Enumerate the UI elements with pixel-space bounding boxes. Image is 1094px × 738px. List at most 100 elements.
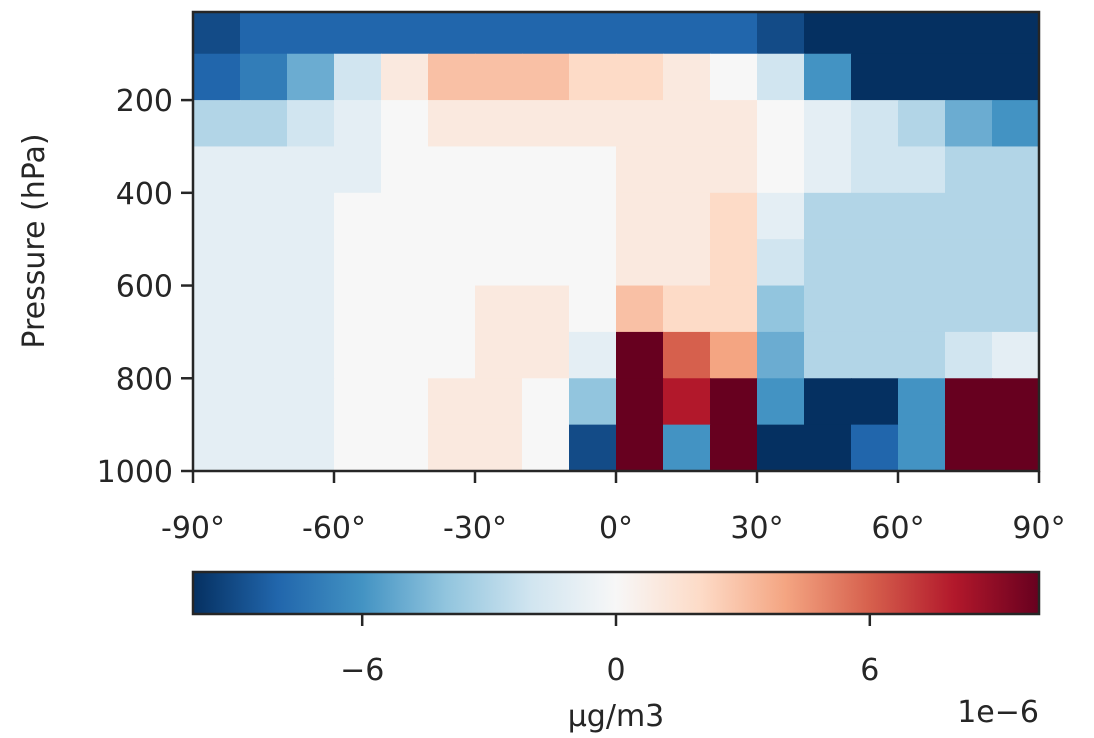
heatmap-cell [287,100,335,148]
x-tick-label: 60° [871,511,924,546]
heatmap-cell [616,378,664,426]
heatmap-cell [804,285,852,333]
heatmap-cell [898,331,946,379]
x-tick-label: -30° [443,511,507,546]
heatmap-cell [334,424,382,472]
heatmap-cell [616,53,664,101]
heatmap-cell [851,12,899,55]
heatmap-cell [428,146,476,194]
heatmap-cell [757,53,805,101]
heatmap-cell [334,100,382,148]
x-tick-label: 0° [599,511,633,546]
heatmap-cell [710,285,758,333]
heatmap-cell [428,239,476,287]
heatmap-cell [475,239,523,287]
heatmap-cell [945,331,993,379]
heatmap-cell [428,53,476,101]
heatmap-cell [522,424,570,472]
heatmap-cell [428,378,476,426]
heatmap-cell [193,239,241,287]
heatmap-cell [945,424,993,472]
heatmap-cell [898,192,946,240]
heatmap-cell [898,239,946,287]
heatmap-cell [616,285,664,333]
heatmap-cell [945,285,993,333]
heatmap-cell [334,53,382,101]
heatmap-cell [522,239,570,287]
heatmap-cell [381,100,429,148]
heatmap-cell [710,424,758,472]
x-axis: -90° -60° -30° 0° 30° 60° 90° [161,471,1066,546]
heatmap-cell [522,331,570,379]
heatmap-cell [992,146,1040,194]
heatmap-cell [851,378,899,426]
heatmap-cell [287,424,335,472]
heatmap-cell [240,331,288,379]
heatmap-cell [569,331,617,379]
heatmap-cell [804,53,852,101]
heatmap-cell [851,146,899,194]
heatmap-cell [381,239,429,287]
heatmap-cell [992,424,1040,472]
heatmap-cell [851,285,899,333]
heatmap-cell [710,378,758,426]
heatmap-cell [898,146,946,194]
heatmap-cell [287,331,335,379]
x-tick-label: 90° [1012,511,1065,546]
heatmap-cell [804,239,852,287]
heatmap-cell [569,53,617,101]
heatmap-cell [569,378,617,426]
heatmap-cell [898,53,946,101]
heatmap-cell [663,53,711,101]
y-tick-label: 800 [116,362,173,397]
heatmap-cell [193,12,241,55]
heatmap-cell [757,12,805,55]
heatmap-cell [381,146,429,194]
heatmap-cell [945,378,993,426]
heatmap-cell [475,331,523,379]
heatmap-cell [710,239,758,287]
colorbar-tick-label: 6 [860,653,879,688]
heatmap-cell [616,100,664,148]
heatmap-cell [663,12,711,55]
heatmap-cell [381,424,429,472]
heatmap-cell [804,192,852,240]
heatmap-cell [475,100,523,148]
heatmap-cell [757,239,805,287]
heatmap-cell [804,424,852,472]
heatmap-cell [757,192,805,240]
colorbar-ticks: −6 0 6 [340,614,879,688]
heatmap-cell [898,378,946,426]
y-axis-label: Pressure (hPa) [17,133,52,348]
heatmap-cell [710,12,758,55]
heatmap-cell [804,378,852,426]
heatmap-cell [193,146,241,194]
heatmap-cell [757,331,805,379]
heatmap-cell [334,146,382,194]
y-axis: 200 400 600 800 1000 [97,84,193,490]
x-tick-label: -60° [302,511,366,546]
heatmap-cell [804,100,852,148]
heatmap-cell [334,239,382,287]
x-tick-label: -90° [161,511,225,546]
heatmap-cell [992,12,1040,55]
heatmap-cell [428,192,476,240]
heatmap-cell [522,378,570,426]
heatmap-cell [898,285,946,333]
heatmap-cell [616,192,664,240]
heatmap-cell [381,192,429,240]
heatmap-cell [992,239,1040,287]
colorbar-label: µg/m3 [568,699,665,734]
heatmap-cell [710,146,758,194]
heatmap-cell [287,146,335,194]
heatmap-cell [193,192,241,240]
heatmap-cell [616,239,664,287]
heatmap-cell [945,53,993,101]
heatmap-cell [663,146,711,194]
colorbar [191,570,1041,616]
heatmap-cell [428,100,476,148]
colorbar-offset-label: 1e−6 [957,695,1039,730]
heatmap-cell [522,12,570,55]
heatmap-cell [710,53,758,101]
